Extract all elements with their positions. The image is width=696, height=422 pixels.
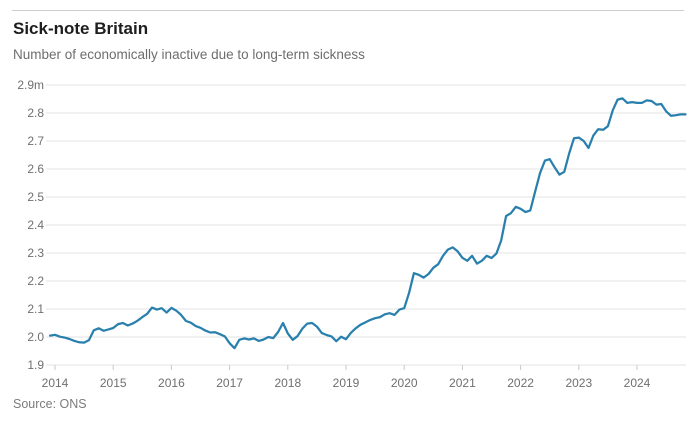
data-line (48, 97, 687, 350)
chart-title: Sick-note Britain (13, 19, 149, 38)
y-axis-label: 2.4 (27, 218, 44, 232)
top-rule (12, 10, 684, 11)
x-axis-label: 2016 (158, 376, 185, 390)
y-axis-label: 2.9m (17, 78, 44, 92)
x-axis-label: 2022 (507, 376, 534, 390)
y-axis-label: 2.2 (27, 274, 44, 288)
x-axis-label: 2023 (565, 376, 592, 390)
y-axis-label: 2.7 (27, 134, 44, 148)
y-axis-label: 2.8 (27, 106, 44, 120)
y-axis-label: 2.3 (27, 246, 44, 260)
x-axis-label: 2014 (42, 376, 69, 390)
x-axis-label: 2017 (216, 376, 243, 390)
x-axis-label: 2018 (274, 376, 301, 390)
y-axis-label: 1.9 (27, 358, 44, 372)
x-axis-label: 2019 (333, 376, 360, 390)
x-axis-label: 2015 (100, 376, 127, 390)
x-axis-label: 2020 (391, 376, 418, 390)
chart-subtitle: Number of economically inactive due to l… (13, 47, 365, 62)
x-axis-label: 2021 (449, 376, 476, 390)
y-axis-label: 2.0 (27, 330, 44, 344)
source-label: Source: ONS (13, 397, 87, 411)
y-axis-label: 2.1 (27, 302, 44, 316)
x-axis-label: 2024 (624, 376, 651, 390)
y-axis-label: 2.6 (27, 162, 44, 176)
y-axis-label: 2.5 (27, 190, 44, 204)
